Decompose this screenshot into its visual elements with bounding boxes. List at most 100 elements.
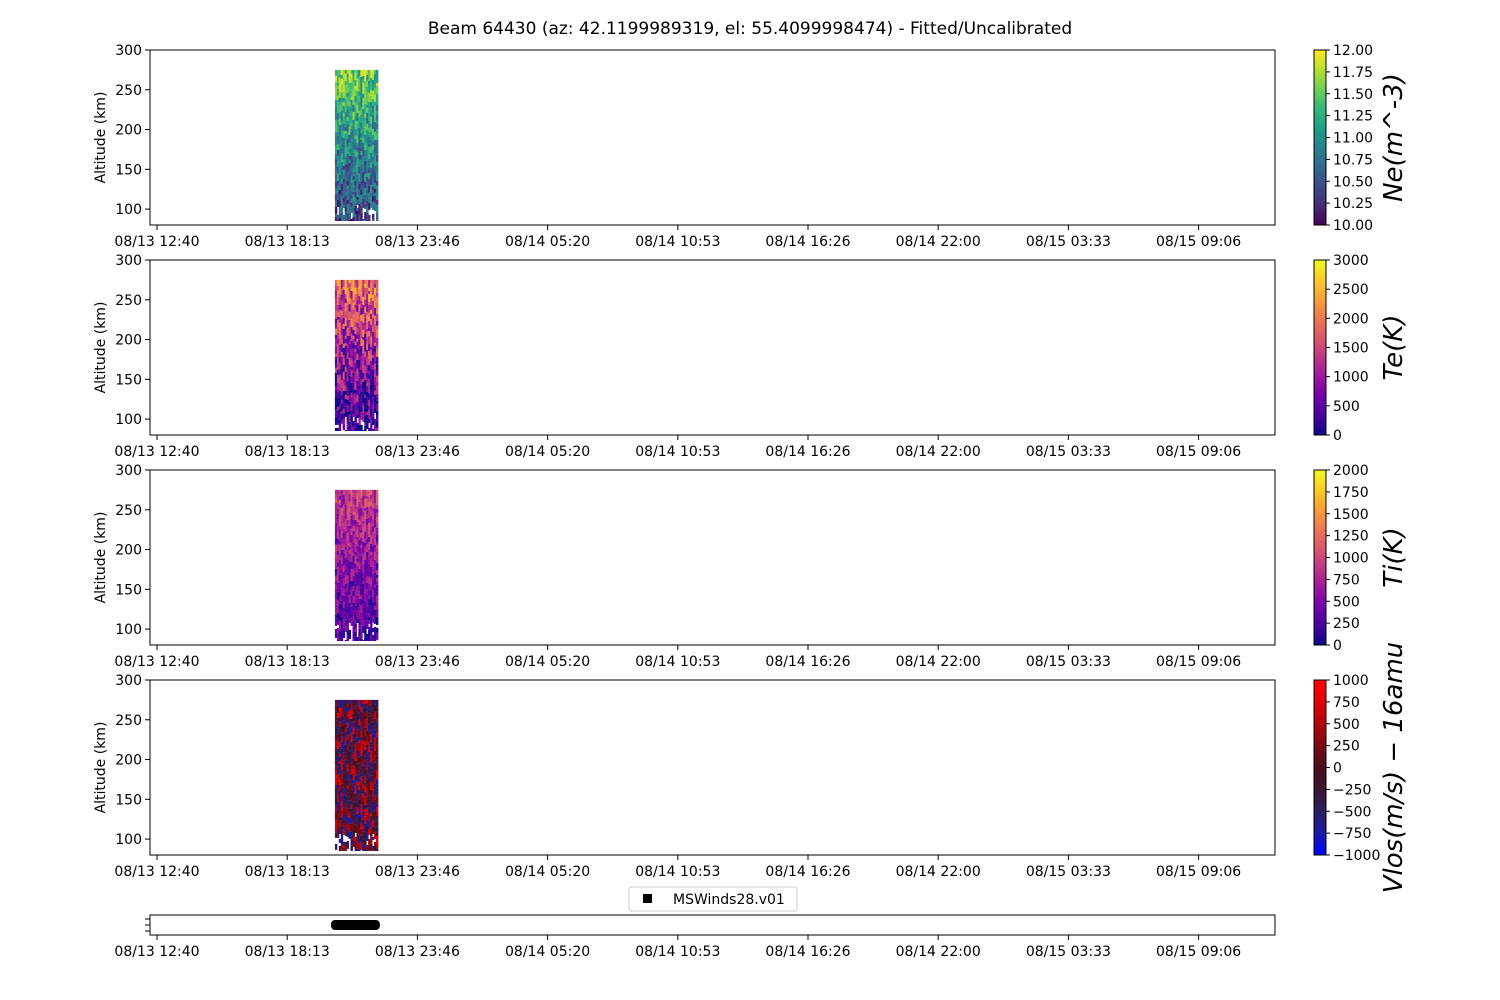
- heatmap-cell: [360, 594, 363, 599]
- heatmap-cell: [354, 213, 357, 221]
- heatmap-cell: [346, 711, 349, 717]
- heatmap-cell: [352, 82, 355, 91]
- heatmap-cell: [372, 627, 375, 632]
- colorbar-segment: [1314, 160, 1326, 165]
- heatmap-cell: [358, 84, 361, 92]
- heatmap-cell: [350, 838, 353, 846]
- heatmap-cell: [370, 309, 373, 314]
- heatmap-cell: [366, 364, 369, 373]
- heatmap-cell: [368, 716, 371, 724]
- heatmap-cell: [376, 707, 379, 712]
- heatmap-cell: [356, 401, 359, 410]
- heatmap-cell: [358, 562, 361, 569]
- heatmap-cell: [348, 94, 351, 102]
- heatmap-cell: [344, 80, 348, 86]
- heatmap-cell: [366, 711, 369, 720]
- heatmap-cell: [360, 716, 363, 722]
- heatmap-cell: [362, 279, 365, 286]
- x-tick-label: 08/13 12:40: [114, 654, 199, 670]
- heatmap-cell: [376, 803, 379, 807]
- heatmap-cell: [362, 730, 365, 737]
- heatmap-cell: [362, 309, 365, 314]
- heatmap-cell: [338, 427, 342, 431]
- colorbar-segment: [1314, 391, 1326, 395]
- heatmap-cell: [340, 748, 344, 753]
- colorbar-segment: [1314, 169, 1326, 173]
- heatmap-cell: [354, 307, 357, 311]
- heatmap-cell: [344, 752, 348, 757]
- heatmap-cell: [364, 211, 367, 220]
- heatmap-cell: [370, 158, 373, 163]
- heatmap-cell: [370, 142, 373, 147]
- heatmap-cell: [352, 133, 355, 142]
- heatmap-cell: [354, 279, 357, 284]
- heatmap-cell: [352, 489, 355, 493]
- heatmap-cell: [344, 619, 348, 623]
- heatmap-cell: [336, 781, 340, 790]
- heatmap-cell: [366, 104, 369, 108]
- heatmap-cell: [348, 489, 351, 494]
- heatmap-cell: [372, 558, 375, 562]
- heatmap-cell: [348, 613, 351, 619]
- heatmap-cell: [340, 549, 344, 556]
- heatmap-cell: [372, 69, 375, 74]
- heatmap-cell: [342, 595, 346, 602]
- heatmap-cell: [350, 586, 353, 590]
- heatmap-cell: [368, 301, 371, 305]
- heatmap-cell: [370, 126, 373, 132]
- heatmap-cell: [336, 809, 340, 814]
- heatmap-cell: [338, 620, 342, 629]
- heatmap-cell: [336, 538, 340, 544]
- y-tick-label: 250: [115, 293, 142, 309]
- heatmap-cell: [342, 116, 346, 124]
- heatmap-cell: [376, 345, 379, 349]
- heatmap-cell: [340, 178, 344, 184]
- heatmap-cell: [338, 504, 342, 508]
- heatmap-cell: [342, 706, 346, 714]
- heatmap-cell: [350, 392, 353, 397]
- heatmap-cell: [376, 381, 379, 386]
- heatmap-cell: [358, 91, 361, 96]
- heatmap-cell: [370, 297, 373, 305]
- heatmap-cell: [346, 494, 349, 502]
- heatmap-cell: [356, 807, 359, 814]
- heatmap-cell: [360, 752, 363, 756]
- heatmap-cell: [356, 574, 359, 579]
- heatmap-cell: [350, 359, 353, 367]
- heatmap-cell: [356, 536, 359, 540]
- heatmap-cell: [362, 759, 365, 766]
- heatmap-cell: [348, 385, 351, 391]
- heatmap-cell: [358, 127, 361, 134]
- heatmap-cell: [366, 620, 369, 629]
- heatmap-cell: [346, 519, 349, 526]
- heatmap-cell: [338, 168, 342, 175]
- heatmap-cell: [352, 302, 355, 307]
- heatmap-cell: [346, 335, 349, 344]
- heatmap-cell: [336, 531, 340, 536]
- heatmap-cell: [364, 110, 367, 114]
- heatmap-cell: [342, 105, 346, 113]
- heatmap-cell: [344, 766, 348, 770]
- heatmap-cell: [362, 505, 365, 512]
- heatmap-cell: [360, 338, 363, 346]
- heatmap-cell: [346, 69, 349, 74]
- heatmap-cell: [358, 147, 361, 152]
- heatmap-cell: [344, 790, 348, 796]
- heatmap-cell: [360, 811, 363, 815]
- heatmap-cell: [336, 290, 340, 297]
- heatmap-cell: [374, 762, 377, 771]
- heatmap-cell: [350, 388, 353, 393]
- heatmap-cell: [368, 489, 371, 494]
- heatmap-cell: [376, 541, 379, 545]
- heatmap-cell: [370, 796, 373, 805]
- colorbar-segment: [1314, 405, 1326, 410]
- heatmap-cell: [374, 572, 377, 576]
- heatmap-cell: [350, 96, 353, 100]
- heatmap-cell: [362, 130, 365, 138]
- heatmap-cell: [370, 750, 373, 758]
- heatmap-cell: [336, 155, 340, 162]
- x-tick-label: 08/14 22:00: [896, 864, 981, 880]
- heatmap-cell: [372, 409, 375, 417]
- heatmap-cell: [358, 377, 361, 386]
